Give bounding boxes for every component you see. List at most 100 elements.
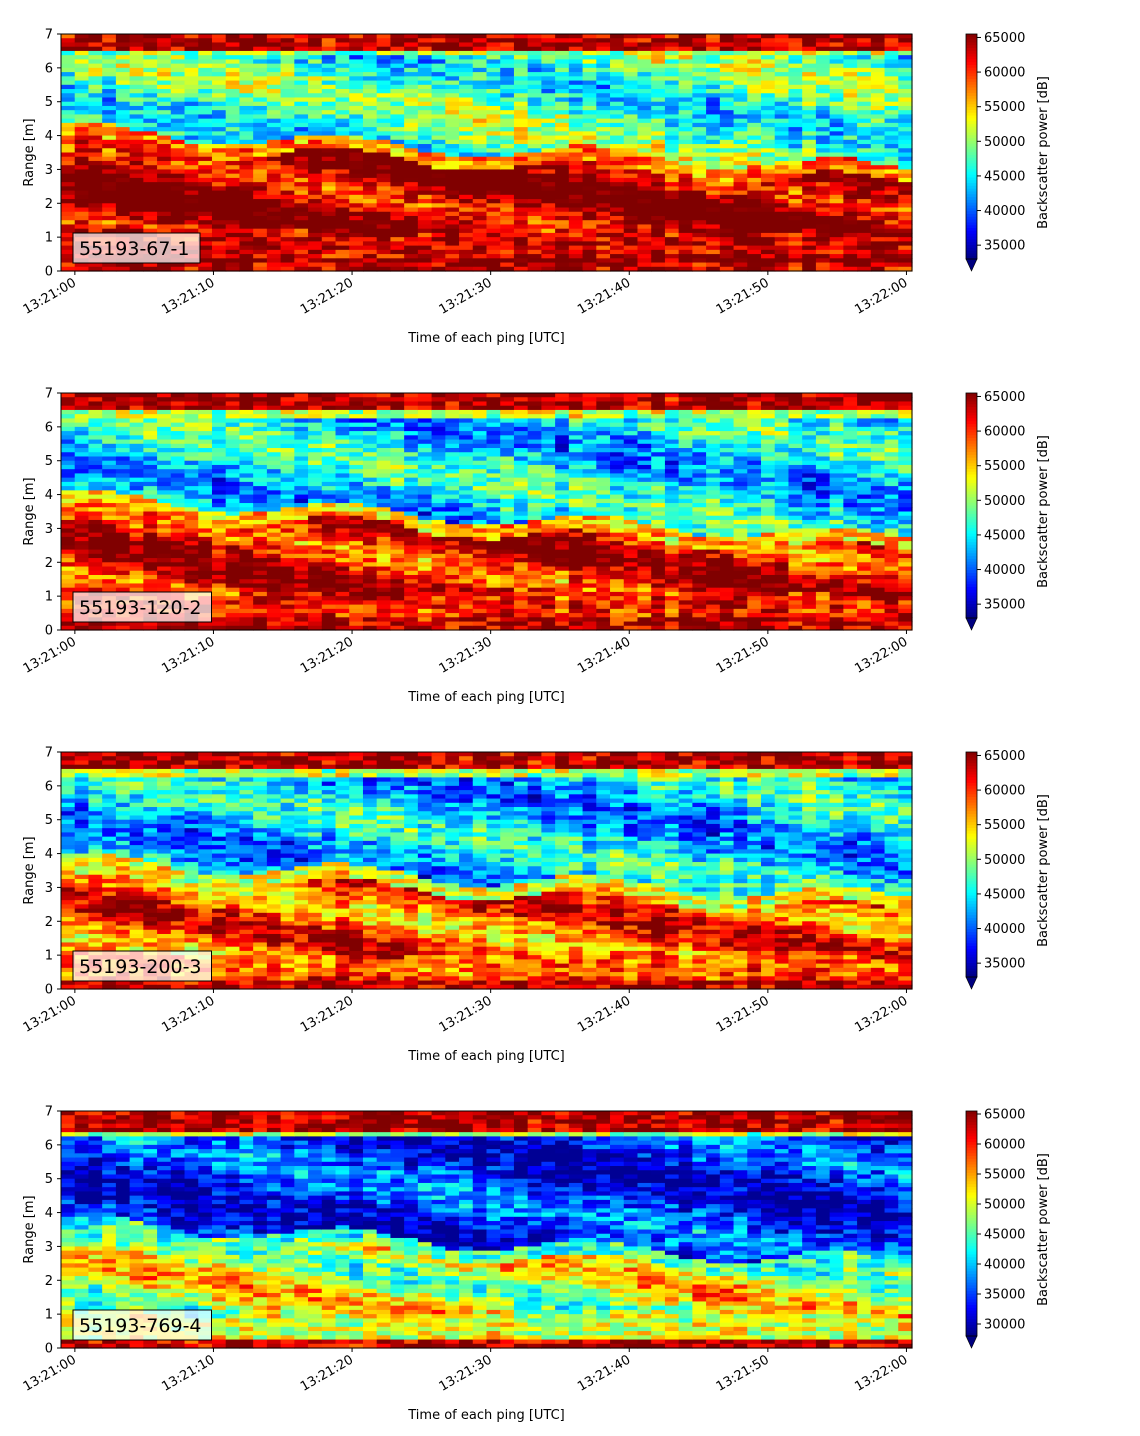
heatmap-cell xyxy=(198,464,213,470)
heatmap-cell xyxy=(692,203,707,209)
heatmap-cell xyxy=(857,262,872,268)
heatmap-cell xyxy=(500,131,515,137)
heatmap-cell xyxy=(129,519,144,525)
heatmap-cell xyxy=(857,127,872,132)
heatmap-cell xyxy=(541,173,556,179)
heatmap-cell xyxy=(170,481,186,487)
heatmap-cell xyxy=(198,460,213,466)
heatmap-cell xyxy=(157,67,172,73)
heatmap-cell xyxy=(884,190,899,196)
heatmap-cell xyxy=(445,258,460,264)
heatmap-cell xyxy=(582,228,597,234)
heatmap-cell xyxy=(843,160,858,166)
heatmap-cell xyxy=(280,443,295,449)
heatmap-cell xyxy=(610,177,625,183)
heatmap-cell xyxy=(788,203,803,209)
heatmap-cell xyxy=(184,224,199,230)
heatmap-cell xyxy=(472,152,488,158)
heatmap-cell xyxy=(253,625,268,631)
heatmap-cell xyxy=(582,93,597,99)
heatmap-cell xyxy=(61,46,76,52)
heatmap-cell xyxy=(870,182,886,187)
heatmap-cell xyxy=(349,237,364,242)
heatmap-cell xyxy=(157,220,172,226)
heatmap-cell xyxy=(376,477,392,483)
heatmap-cell xyxy=(664,50,680,56)
heatmap-cell xyxy=(747,245,762,251)
heatmap-cell xyxy=(390,114,405,120)
heatmap-cell xyxy=(459,177,474,183)
heatmap-cell xyxy=(404,237,419,242)
heatmap-cell xyxy=(102,72,117,77)
heatmap-cell xyxy=(610,249,625,255)
heatmap-cell xyxy=(362,110,378,116)
heatmap-cell xyxy=(294,532,309,538)
heatmap-cell xyxy=(390,490,405,496)
heatmap-cell xyxy=(376,486,392,491)
heatmap-cell xyxy=(143,558,158,563)
heatmap-cell xyxy=(706,173,721,179)
plot-frame xyxy=(60,33,913,272)
heatmap-cell xyxy=(239,127,254,132)
heatmap-cell xyxy=(692,199,707,204)
heatmap-cell xyxy=(774,199,790,204)
heatmap-cell xyxy=(788,220,803,226)
heatmap-cell xyxy=(747,72,762,77)
heatmap-cell xyxy=(294,42,309,48)
heatmap-cell xyxy=(321,426,337,432)
heatmap-cell xyxy=(266,186,282,192)
heatmap-cell xyxy=(555,114,570,120)
heatmap-cell xyxy=(788,122,803,128)
colorbar-segment xyxy=(966,242,977,246)
heatmap-cell xyxy=(870,59,886,65)
heatmap-cell xyxy=(404,262,419,268)
heatmap-cell xyxy=(692,237,707,242)
heatmap-cell xyxy=(472,211,488,217)
heatmap-cell xyxy=(88,524,103,530)
heatmap-cell xyxy=(692,169,707,175)
heatmap-cell xyxy=(417,165,433,171)
heatmap-cell xyxy=(211,536,227,542)
heatmap-cell xyxy=(870,199,886,204)
heatmap-cell xyxy=(829,165,844,171)
heatmap-cell xyxy=(596,127,611,132)
heatmap-cell xyxy=(321,422,337,428)
heatmap-cell xyxy=(321,486,337,491)
heatmap-cell xyxy=(637,249,652,255)
heatmap-cell xyxy=(157,110,172,116)
heatmap-cell xyxy=(170,528,186,534)
heatmap-cell xyxy=(884,199,899,204)
heatmap-cell xyxy=(335,460,350,466)
heatmap-cell xyxy=(266,160,282,166)
heatmap-cell xyxy=(115,439,131,445)
heatmap-cell xyxy=(157,498,172,504)
heatmap-cell xyxy=(61,579,76,585)
heatmap-cell xyxy=(321,473,337,479)
heatmap-cell xyxy=(829,207,844,213)
heatmap-cell xyxy=(459,114,474,120)
heatmap-cell xyxy=(651,262,666,268)
heatmap-cell xyxy=(802,50,817,56)
heatmap-cell xyxy=(500,224,515,230)
heatmap-cell xyxy=(308,148,323,154)
heatmap-cell xyxy=(321,443,337,449)
heatmap-cell xyxy=(253,156,268,162)
heatmap-cell xyxy=(637,254,652,259)
heatmap-cell xyxy=(61,228,76,234)
heatmap-cell xyxy=(157,460,172,466)
heatmap-cell xyxy=(362,498,378,504)
heatmap-cell xyxy=(459,160,474,166)
heatmap-cell xyxy=(362,211,378,217)
heatmap-cell xyxy=(115,498,131,504)
heatmap-cell xyxy=(157,524,172,530)
heatmap-cell xyxy=(761,245,776,251)
heatmap-cell xyxy=(555,199,570,204)
heatmap-cell xyxy=(349,258,364,264)
heatmap-cell xyxy=(280,532,295,538)
heatmap-cell xyxy=(582,237,597,242)
heatmap-cell xyxy=(184,486,199,491)
heatmap-cell xyxy=(349,97,364,103)
heatmap-cell xyxy=(678,173,693,179)
heatmap-cell xyxy=(417,76,433,82)
heatmap-cell xyxy=(390,186,405,192)
